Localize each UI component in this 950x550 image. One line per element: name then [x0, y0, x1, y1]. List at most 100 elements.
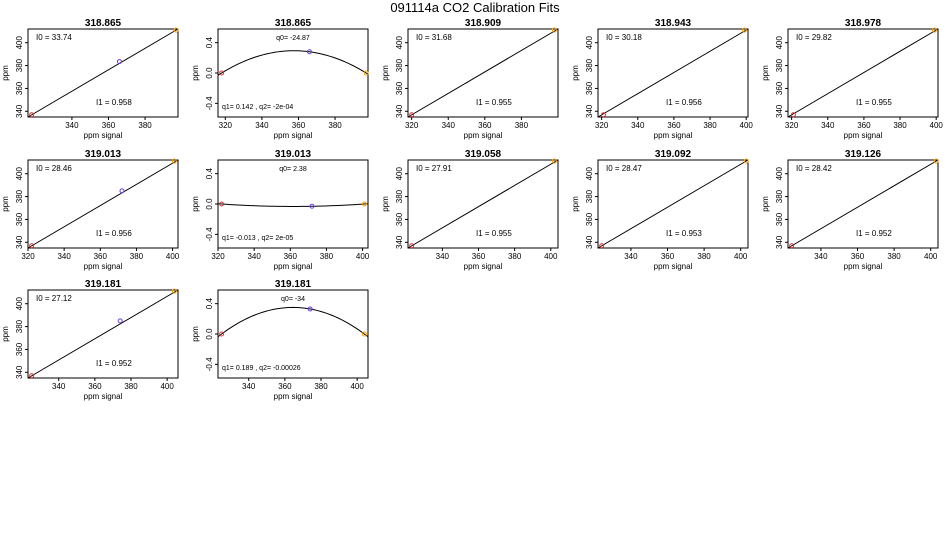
panel-title: 319.181 — [85, 279, 122, 290]
x-tick-label: 320 — [21, 252, 35, 261]
calibration-point — [173, 27, 179, 33]
y-tick-label: 340 — [395, 235, 404, 249]
y-tick-label: 340 — [15, 235, 24, 249]
y-axis-label: ppm — [1, 196, 10, 212]
y-tick-label: -0.4 — [205, 227, 214, 241]
y-axis-label: ppm — [1, 326, 10, 342]
y-tick-label: 380 — [775, 189, 784, 203]
panel-title: 318.865 — [275, 18, 312, 29]
fit-annotation-top: I0 = 28.42 — [796, 164, 832, 173]
fit-line — [597, 159, 749, 249]
x-tick-label: 400 — [930, 121, 944, 130]
x-tick-label: 320 — [785, 121, 799, 130]
fit-annotation-top: I0 = 27.91 — [416, 164, 452, 173]
y-tick-label: 340 — [15, 104, 24, 118]
x-tick-label: 380 — [508, 252, 522, 261]
x-axis-label: ppm signal — [844, 131, 883, 140]
x-tick-label: 360 — [94, 252, 108, 261]
calibration-point — [599, 243, 605, 249]
x-tick-label: 380 — [124, 382, 138, 391]
x-tick-label: 320 — [211, 252, 225, 261]
calibration-point — [409, 112, 415, 118]
x-axis-label: ppm signal — [274, 392, 313, 401]
y-tick-label: 340 — [15, 365, 24, 379]
x-tick-label: 360 — [284, 252, 298, 261]
fit-line — [787, 159, 939, 249]
y-tick-label: 0.4 — [205, 168, 214, 180]
x-tick-label: 380 — [320, 252, 334, 261]
y-tick-label: 400 — [775, 166, 784, 180]
x-axis-label: ppm signal — [844, 262, 883, 271]
calibration-point — [307, 306, 313, 312]
y-tick-label: 340 — [585, 104, 594, 118]
panel-title: 319.092 — [655, 149, 692, 160]
y-tick-label: 360 — [15, 81, 24, 95]
calibration-point — [743, 158, 749, 164]
y-tick-label: 400 — [15, 296, 24, 310]
x-tick-label: 380 — [130, 252, 144, 261]
y-tick-label: 0.0 — [205, 67, 214, 79]
calibration-point — [551, 158, 557, 164]
calibration-point — [171, 288, 177, 294]
panel-title: 319.058 — [465, 149, 502, 160]
x-tick-label: 340 — [436, 252, 450, 261]
y-axis-label: ppm — [761, 196, 770, 212]
fit-line — [27, 28, 179, 118]
y-tick-label: 400 — [395, 35, 404, 49]
x-axis-label: ppm signal — [464, 262, 503, 271]
plot-frame — [27, 159, 179, 249]
x-tick-label: 320 — [219, 121, 233, 130]
y-tick-label: 360 — [395, 81, 404, 95]
y-axis-label: ppm — [571, 196, 580, 212]
x-tick-label: 340 — [65, 121, 79, 130]
x-tick-label: 360 — [667, 121, 681, 130]
plot-frame — [787, 28, 939, 118]
fit-annotation-top: I0 = 29.82 — [796, 33, 832, 42]
fit-curve — [217, 203, 369, 207]
y-tick-label: 0.4 — [205, 37, 214, 49]
fit-annotation-top: q0= -24.87 — [276, 35, 310, 42]
x-axis-label: ppm signal — [84, 131, 123, 140]
x-tick-label: 360 — [102, 121, 116, 130]
y-axis-label: ppm — [1, 65, 10, 81]
calibration-point — [551, 27, 557, 33]
y-tick-label: 360 — [395, 212, 404, 226]
calibration-point — [931, 27, 937, 33]
calibration-panel: 319.092 340 360 380 400 340 360 380 400 ppm signa… — [571, 149, 749, 271]
x-axis-label: ppm signal — [464, 131, 503, 140]
calibration-point — [741, 27, 747, 33]
y-axis-label: ppm — [381, 65, 390, 81]
calibration-point — [116, 59, 122, 65]
y-tick-label: 400 — [15, 166, 24, 180]
calibration-point — [363, 70, 369, 76]
plot-frame — [407, 159, 559, 249]
y-axis-label: ppm — [191, 326, 200, 342]
fit-annotation-bottom: I1 = 0.955 — [476, 229, 512, 238]
panel-title: 319.126 — [845, 149, 882, 160]
fit-line — [787, 28, 939, 118]
calibration-panel: 319.013 320 340 360 380 400 340 360 380 400 ppm si… — [1, 149, 180, 271]
x-tick-label: 400 — [740, 121, 754, 130]
calibration-point — [306, 49, 312, 55]
fit-annotation-top: q0= -34 — [281, 296, 305, 303]
y-tick-label: 380 — [15, 189, 24, 203]
y-tick-label: 340 — [395, 104, 404, 118]
x-tick-label: 380 — [328, 121, 342, 130]
x-axis-label: ppm signal — [84, 392, 123, 401]
x-tick-label: 400 — [166, 252, 180, 261]
y-tick-label: 380 — [395, 189, 404, 203]
x-tick-label: 360 — [292, 121, 306, 130]
calibration-panel: 319.181 340 360 380 400 340 360 380 400 ppm signa… — [1, 279, 179, 401]
calibration-point — [309, 203, 315, 209]
calibration-panel: 319.126 340 360 380 400 340 360 380 400 ppm signa… — [761, 149, 939, 271]
fit-annotation-bottom: I1 = 0.956 — [666, 98, 702, 107]
y-tick-label: 360 — [775, 81, 784, 95]
fit-annotation-bottom: I1 = 0.955 — [856, 98, 892, 107]
x-tick-label: 360 — [88, 382, 102, 391]
panel-title: 319.013 — [85, 149, 122, 160]
panel-title: 319.181 — [275, 279, 312, 290]
y-tick-label: 340 — [775, 235, 784, 249]
plot-frame — [407, 28, 559, 118]
x-tick-label: 380 — [515, 121, 529, 130]
x-tick-label: 340 — [242, 382, 256, 391]
